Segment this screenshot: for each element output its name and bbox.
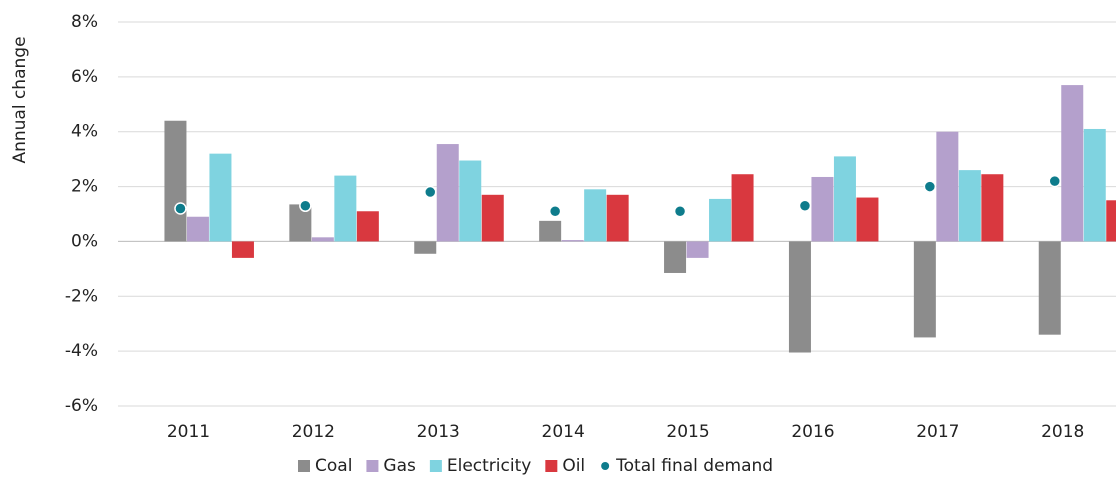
legend-label: Coal <box>315 456 352 476</box>
bar <box>481 194 504 242</box>
bar <box>209 153 232 242</box>
bar <box>164 120 187 242</box>
bar <box>664 241 687 273</box>
legend-marker <box>429 460 442 472</box>
dot <box>798 199 812 213</box>
legend-label: Electricity <box>447 456 531 476</box>
bar <box>1061 85 1084 242</box>
bar <box>958 170 981 242</box>
bar <box>414 241 437 254</box>
x-tick-label: 2014 <box>542 422 585 442</box>
y-tick-label: 4% <box>71 122 98 142</box>
dot <box>673 205 687 218</box>
x-tick-label: 2017 <box>916 422 959 442</box>
bar <box>936 131 959 242</box>
bar <box>356 211 379 242</box>
y-tick-label: 0% <box>71 231 98 251</box>
dot <box>548 205 562 218</box>
y-tick-label: 2% <box>71 177 98 197</box>
bar <box>231 241 254 258</box>
bar <box>788 241 811 353</box>
bar <box>709 198 732 242</box>
bar <box>1106 200 1116 242</box>
x-tick-label: 2011 <box>167 422 210 442</box>
bar <box>856 197 879 242</box>
bar <box>334 175 357 242</box>
legend-marker <box>601 462 610 470</box>
x-tick-label: 2016 <box>791 422 834 442</box>
bar <box>686 241 709 258</box>
bar <box>913 241 936 338</box>
x-tick-label: 2018 <box>1041 422 1084 442</box>
bar <box>1083 128 1106 242</box>
bar <box>186 216 209 242</box>
dot <box>923 180 937 193</box>
bar <box>539 220 562 242</box>
x-tick-label: 2012 <box>292 422 335 442</box>
y-tick-label: 8% <box>71 12 98 32</box>
bar <box>833 156 856 242</box>
y-tick-label: -2% <box>65 286 98 306</box>
bar <box>731 174 754 242</box>
dot <box>1048 174 1061 188</box>
dot <box>174 202 187 215</box>
dot <box>424 185 437 199</box>
bar <box>811 176 834 242</box>
legend-marker <box>366 460 379 472</box>
y-tick-label: -4% <box>65 341 98 361</box>
bar <box>436 144 459 242</box>
bar <box>606 194 629 242</box>
y-tick-label: 6% <box>71 67 98 87</box>
bar <box>289 204 312 242</box>
legend-label: Total final demand <box>615 456 773 476</box>
bar <box>311 237 334 242</box>
bar <box>584 189 607 242</box>
legend-label: Oil <box>562 456 585 476</box>
legend-marker <box>545 460 558 472</box>
y-tick-label: -6% <box>65 396 98 416</box>
legend-label: Gas <box>383 456 416 476</box>
legend-marker <box>298 460 310 472</box>
bar <box>1038 241 1061 335</box>
dot <box>299 199 312 213</box>
x-tick-label: 2013 <box>417 422 460 442</box>
y-axis-label: Annual change <box>10 36 30 163</box>
bar <box>981 174 1004 242</box>
x-tick-label: 2015 <box>666 422 709 442</box>
bar <box>459 160 482 242</box>
bar <box>561 240 584 242</box>
